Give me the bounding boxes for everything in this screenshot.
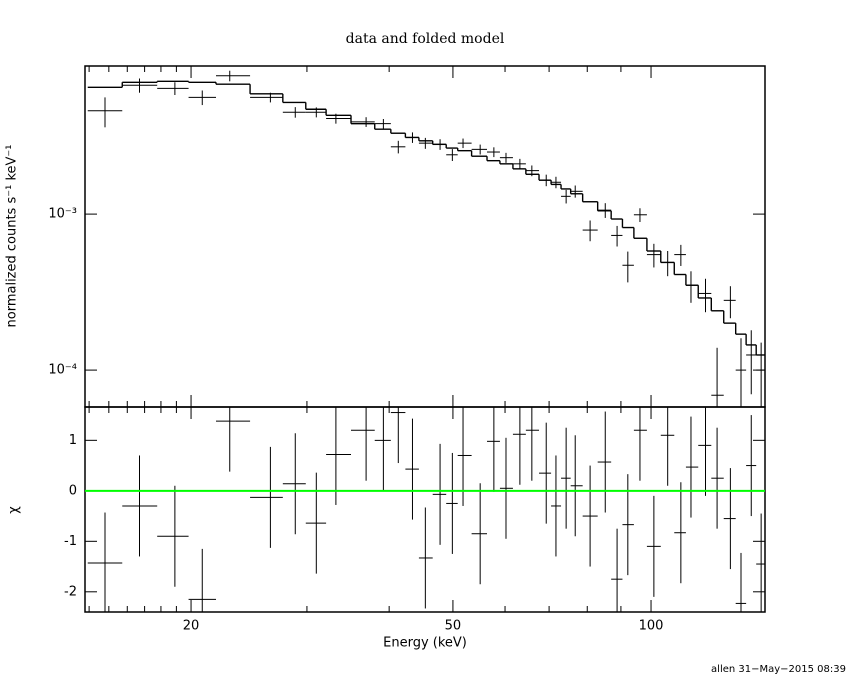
x-tick-label: 100: [639, 619, 664, 634]
y-axis-label: χ: [7, 506, 22, 514]
y-tick-label: 10⁻⁴: [48, 363, 77, 378]
x-axis-label: Energy (keV): [383, 636, 467, 651]
x-tick-label: 50: [445, 619, 462, 634]
y-tick-label: 1: [69, 433, 77, 448]
y-axis-label: normalized counts s⁻¹ keV⁻¹: [5, 145, 20, 328]
y-tick-label: 0: [69, 483, 77, 498]
footer: allen 31−May−2015 08:39: [711, 664, 846, 675]
y-tick-label: 10⁻³: [48, 207, 77, 222]
plot-area: [87, 407, 765, 612]
y-tick-label: -1: [64, 534, 77, 549]
panel-frame: [84, 65, 766, 408]
plot-area: [87, 70, 765, 407]
x-tick-label: 20: [183, 619, 200, 634]
chart-title: data and folded model: [346, 31, 505, 47]
y-tick-label: -2: [64, 584, 77, 599]
panel-frame: [84, 406, 766, 613]
